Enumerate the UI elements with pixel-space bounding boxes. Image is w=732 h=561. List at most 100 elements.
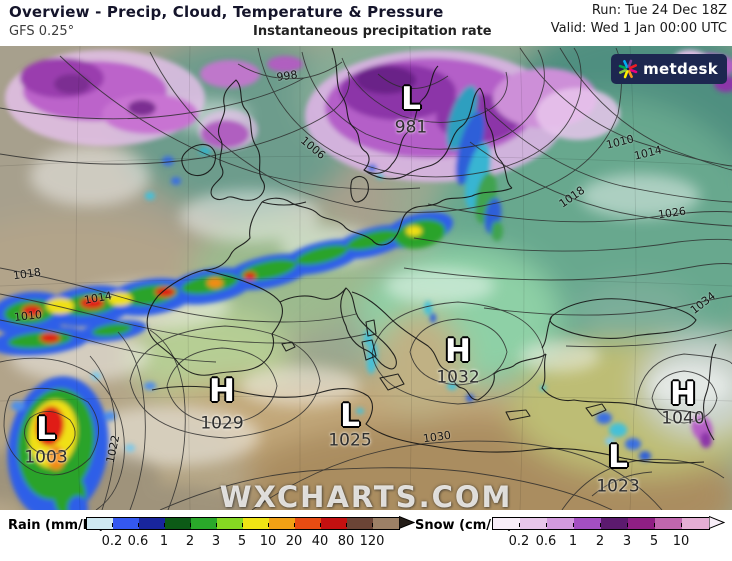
burst-spoke: [619, 68, 628, 74]
metdesk-logo-text: metdesk: [643, 60, 718, 78]
legend-segment: [520, 518, 547, 529]
isobar-label: 998: [275, 68, 299, 84]
legend-tick-label: 3: [211, 534, 221, 549]
pressure-center-value: 1025: [328, 430, 372, 451]
metdesk-burst-icon: [618, 59, 638, 79]
isobar-label: 1022: [103, 433, 123, 465]
legend-arrow: [399, 516, 415, 529]
legend-tick-label: 10: [672, 534, 690, 549]
watermark: WXCHARTS.COM: [219, 480, 513, 510]
legend-segment: [191, 518, 217, 529]
legend-tick-label: 5: [237, 534, 247, 549]
legend-tick: [519, 523, 520, 527]
legend-segment: [295, 518, 321, 529]
legend-tick: [600, 523, 601, 527]
legend-tick-label: 2: [185, 534, 195, 549]
isobar-label: 1014: [83, 289, 113, 307]
isobars: [0, 47, 732, 510]
weather-map-canvas: WXCHARTS.COM L 981 H 1029 L 1025 H 1032 H 1040 L 10…: [0, 46, 732, 510]
legend-tick: [681, 523, 682, 527]
legend-segment: [139, 518, 165, 529]
precipitation-areas: [0, 50, 732, 510]
legend-tick: [112, 523, 113, 527]
pressure-center-value: 1032: [436, 367, 480, 388]
legend-tick-label: 120: [359, 534, 385, 549]
legend-tick-label: 40: [311, 534, 329, 549]
legend-segment: [601, 518, 628, 529]
legend-tick-label: 0.6: [535, 534, 557, 549]
legend-tick-label: 1: [159, 534, 169, 549]
isobar-label: 1030: [422, 428, 452, 446]
page-title: Overview - Precip, Cloud, Temperature & …: [9, 3, 444, 21]
legend-tick-label: 2: [595, 534, 605, 549]
legend-segment: [628, 518, 655, 529]
legend-tick: [346, 523, 347, 527]
legend-tick-label: 20: [285, 534, 303, 549]
legend-segment: [373, 518, 399, 529]
legend-segment: [347, 518, 373, 529]
model-label: GFS 0.25°: [9, 24, 75, 39]
legend-segment: [243, 518, 269, 529]
legend-tick: [320, 523, 321, 527]
isobar-label: 1018: [556, 183, 588, 211]
legend-arrow: [709, 516, 725, 529]
burst-spoke: [627, 59, 633, 68]
legend-segment: [217, 518, 243, 529]
pressure-center-letter: L: [340, 397, 360, 434]
pressure-center-value: 1029: [200, 413, 244, 434]
burst-spoke: [629, 64, 638, 70]
legend-tick: [268, 523, 269, 527]
snow-legend-title: Snow (cm/hr): [415, 518, 513, 533]
burst-spoke: [627, 69, 633, 79]
legend-tick-label: 3: [622, 534, 632, 549]
legend-tick: [216, 523, 217, 527]
header-bar: Overview - Precip, Cloud, Temperature & …: [0, 0, 732, 46]
rain-legend-title: Rain (mm/hr): [8, 518, 105, 533]
legend-tick: [627, 523, 628, 527]
isobar-label: 1018: [12, 265, 42, 283]
coastlines: [146, 47, 717, 464]
legend-segment: [165, 518, 191, 529]
pressure-center-value: 1023: [596, 476, 640, 497]
isobar-label: 1026: [657, 204, 687, 222]
graticule: [0, 46, 732, 510]
pressure-center-value: 981: [394, 117, 428, 138]
isobar-label: 1010: [13, 308, 43, 324]
burst-spoke: [629, 68, 638, 74]
legend-tick: [242, 523, 243, 527]
legend-tick: [546, 523, 547, 527]
burst-spoke: [623, 70, 629, 79]
legend-tick-label: 80: [337, 534, 355, 549]
run-time-label: Run: Tue 24 Dec 18Z: [591, 3, 727, 18]
pressure-center-letter: H: [209, 372, 235, 409]
legend-segment: [321, 518, 347, 529]
legend-tick: [654, 523, 655, 527]
burst-spoke: [623, 59, 629, 69]
legend-tick-label: 1: [568, 534, 578, 549]
pressure-center-letter: L: [36, 410, 56, 447]
legend-tick-label: 0.6: [127, 534, 149, 549]
legend-segment: [87, 518, 113, 529]
legend-tick: [573, 523, 574, 527]
pressure-center-letter: L: [608, 438, 628, 475]
legend-tick-label: 0.2: [101, 534, 123, 549]
map-overlay: WXCHARTS.COM L 981 H 1029 L 1025 H 1032 H 1040 L 10…: [0, 46, 732, 510]
legend-bar: Rain (mm/hr) 0.2 0.6 1 2 3 5 10 20 40 80 120 Snow …: [0, 510, 732, 561]
legend-segment: [574, 518, 601, 529]
legend-segment: [547, 518, 574, 529]
pressure-center-letter: L: [401, 80, 421, 117]
legend-segment: [655, 518, 682, 529]
isobar-label: 1006: [298, 134, 328, 162]
metdesk-logo[interactable]: metdesk: [611, 54, 727, 84]
burst-spoke: [618, 64, 628, 70]
legend-tick: [294, 523, 295, 527]
isobar-label: 1014: [632, 143, 664, 163]
legend-tick-label: 5: [649, 534, 659, 549]
isobar-label: 1010: [604, 132, 636, 152]
snow-legend-bar: [492, 517, 710, 530]
pressure-center-value: 1040: [661, 408, 705, 429]
legend-tick-label: 0.2: [508, 534, 530, 549]
legend-segment: [269, 518, 295, 529]
map-art: [0, 46, 732, 510]
legend-segment: [113, 518, 139, 529]
